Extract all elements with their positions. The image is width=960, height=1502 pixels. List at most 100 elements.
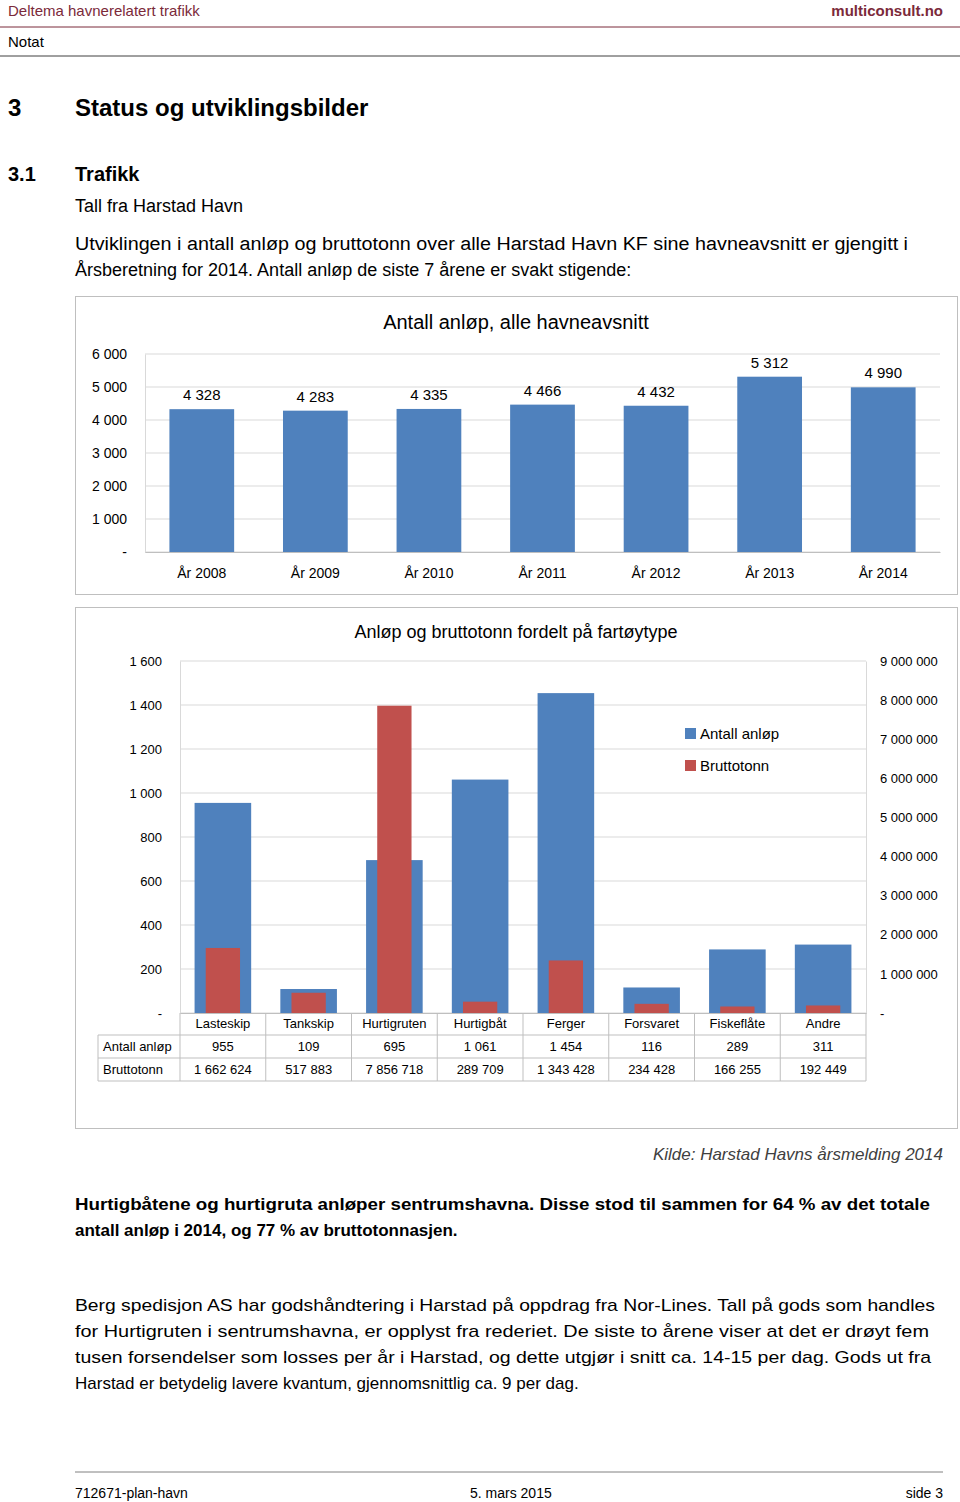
table-cell: 7 856 718 — [365, 1062, 423, 1077]
table-cell: 289 — [727, 1039, 749, 1054]
chart-frame — [76, 297, 958, 595]
axis-line — [146, 552, 941, 553]
table-rule — [98, 1035, 99, 1081]
grid-line — [180, 925, 866, 926]
tick: 2 000 000 — [866, 927, 938, 942]
category-label: År 2013 — [745, 565, 794, 581]
tick-label: 1 000 — [129, 786, 162, 801]
chart: Anløp og bruttotonn fordelt på fartøytyp… — [76, 608, 958, 1129]
tick-label: 600 — [140, 874, 162, 889]
category-label: Lasteskip — [195, 1016, 250, 1031]
category-tick: År 2010 — [404, 552, 453, 581]
axis: -1 0002 0003 0004 0005 0006 000 — [92, 346, 146, 560]
tick-label: 2 000 — [92, 478, 127, 494]
table-rule — [608, 1013, 609, 1081]
tick: - — [122, 544, 145, 560]
tick: - — [158, 1006, 180, 1021]
footer-rule — [75, 1472, 943, 1473]
body-line: Utviklingen i antall anløp og bruttotonn… — [75, 234, 908, 254]
tick-label: 4 000 000 — [880, 849, 938, 864]
category-label: År 2011 — [519, 565, 567, 581]
tick: 3 000 000 — [866, 888, 938, 903]
tick: 4 000 — [92, 412, 145, 428]
source: Kilde: Harstad Havns årsmelding 2014 — [653, 1145, 943, 1164]
chart: Antall anløp, alle havneavsnitt-1 0002 0… — [76, 297, 958, 595]
grid-line — [180, 881, 866, 882]
category-tick: Forsvaret — [624, 1013, 679, 1031]
category-label: År 2008 — [177, 565, 226, 581]
tick: 5 000 000 — [866, 810, 938, 825]
subheading: Tall fra Harstad Havn — [75, 196, 243, 216]
bar — [397, 409, 462, 552]
body-line: Årsberetning for 2014. Antall anløp de s… — [75, 260, 631, 280]
bar — [283, 411, 348, 552]
bar — [291, 993, 325, 1013]
data-labels: 4 3284 2834 3354 4664 4325 3124 990 — [183, 354, 902, 405]
heading: Trafikk — [75, 163, 140, 185]
body-line: for Hurtigruten i sentrumshavna, er oppl… — [75, 1322, 929, 1341]
table-row-header: Antall anløp — [103, 1039, 172, 1054]
table-cell: 166 255 — [714, 1062, 761, 1077]
footer-text: side 3 — [906, 1485, 944, 1501]
tick: 600 — [140, 874, 180, 889]
bar — [280, 989, 337, 1013]
table-rule — [265, 1013, 266, 1081]
tick-label: 7 000 000 — [880, 732, 938, 747]
tick-label: 1 400 — [129, 698, 162, 713]
bar — [538, 693, 595, 1013]
bar — [634, 1004, 668, 1013]
bar — [795, 945, 852, 1013]
tick: 2 000 — [92, 478, 145, 494]
bar — [851, 387, 916, 552]
table-cell: 955 — [212, 1039, 234, 1054]
data-label: 4 283 — [297, 388, 335, 405]
table-rule — [523, 1013, 524, 1081]
table-rule — [437, 1013, 438, 1081]
tick: 200 — [140, 962, 180, 977]
category-tick: År 2008 — [177, 552, 226, 581]
category-tick: Lasteskip — [195, 1013, 250, 1031]
table-cell: 517 883 — [285, 1062, 332, 1077]
legend-label: Antall anløp — [700, 725, 779, 742]
header-rule — [0, 56, 960, 57]
tick: 9 000 000 — [866, 654, 938, 669]
table-row-header: Bruttotonn — [103, 1062, 163, 1077]
table-cell: 1 343 428 — [537, 1062, 595, 1077]
tick: 400 — [140, 918, 180, 933]
legend-label: Bruttotonn — [700, 757, 769, 774]
tick: - — [866, 1006, 884, 1021]
axis: År 2008År 2009År 2010År 2011År 2012År 20… — [146, 552, 941, 581]
category-label: År 2014 — [859, 565, 908, 581]
category-label: År 2010 — [404, 565, 453, 581]
bar — [510, 405, 575, 552]
tick: 6 000 — [92, 346, 145, 362]
category-tick: Hurtigruten — [362, 1013, 426, 1031]
chart-title: Anløp og bruttotonn fordelt på fartøytyp… — [354, 622, 677, 642]
bars — [195, 693, 852, 1013]
grid-line — [180, 661, 866, 662]
heading: Status og utviklingsbilder — [75, 94, 368, 121]
heading-number: 3.1 — [8, 163, 36, 185]
axis-line — [145, 355, 146, 553]
bars — [169, 377, 915, 552]
tick-label: 2 000 000 — [880, 927, 938, 942]
bar — [195, 803, 252, 1013]
tick: 1 000 000 — [866, 967, 938, 982]
tick-label: 5 000 000 — [880, 810, 938, 825]
axis: -2004006008001 0001 2001 4001 600 — [129, 654, 180, 1021]
tick-label: 6 000 000 — [880, 771, 938, 786]
bar — [549, 960, 583, 1013]
table-rule — [694, 1013, 695, 1081]
category-label: Ferger — [547, 1016, 586, 1031]
category-tick: Tankskip — [283, 1013, 334, 1031]
tick: 8 000 000 — [866, 693, 938, 708]
category-tick: År 2009 — [291, 552, 340, 581]
grid — [145, 354, 940, 552]
table-cell: 109 — [298, 1039, 320, 1054]
tick-label: 1 200 — [129, 742, 162, 757]
data-label: 4 328 — [183, 386, 221, 403]
grid-line — [145, 354, 940, 355]
bar — [624, 406, 689, 552]
axis-line — [866, 662, 867, 1014]
tick: 800 — [140, 830, 180, 845]
